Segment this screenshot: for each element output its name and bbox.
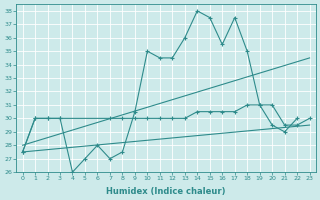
X-axis label: Humidex (Indice chaleur): Humidex (Indice chaleur) bbox=[106, 187, 226, 196]
